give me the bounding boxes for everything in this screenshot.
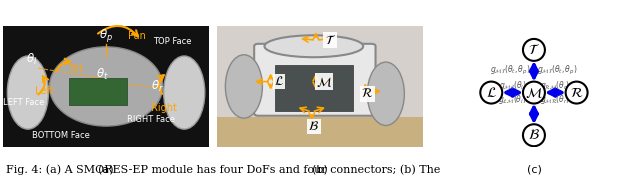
Circle shape xyxy=(523,39,545,61)
Text: $\theta_r$: $\theta_r$ xyxy=(151,79,164,94)
Text: RIGHT Face: RIGHT Face xyxy=(127,115,175,124)
Text: Left: Left xyxy=(35,86,54,96)
Text: $\mathcal{B}$: $\mathcal{B}$ xyxy=(308,120,319,133)
Text: Fig. 4: (a) A SMORES-EP module has four DoFs and four connectors; (b) The: Fig. 4: (a) A SMORES-EP module has four … xyxy=(6,164,441,175)
Text: Right: Right xyxy=(150,103,177,113)
Circle shape xyxy=(523,124,545,146)
Text: Tilt: Tilt xyxy=(68,64,83,74)
Text: (b): (b) xyxy=(312,164,328,174)
Text: $\theta_t$: $\theta_t$ xyxy=(95,67,108,82)
Bar xyxy=(217,26,423,117)
Text: $g_{\mathcal{MT}}(\theta_t, \theta_p)$: $g_{\mathcal{MT}}(\theta_t, \theta_p)$ xyxy=(537,64,577,77)
Text: $\theta_p$: $\theta_p$ xyxy=(99,27,113,44)
Text: $\mathcal{R}$: $\mathcal{R}$ xyxy=(570,86,583,100)
Text: BOTTOM Face: BOTTOM Face xyxy=(32,131,90,140)
Text: $\mathcal{L}$: $\mathcal{L}$ xyxy=(486,86,497,100)
Text: LEFT Face: LEFT Face xyxy=(3,98,44,107)
Circle shape xyxy=(523,82,545,104)
Text: TOP Face: TOP Face xyxy=(152,37,191,46)
Text: $g_{\mathcal{MC}}(\theta_l)$: $g_{\mathcal{MC}}(\theta_l)$ xyxy=(499,79,527,92)
Ellipse shape xyxy=(49,47,163,126)
Text: $g_{\mathcal{LM}}(\theta_l)$: $g_{\mathcal{LM}}(\theta_l)$ xyxy=(499,93,527,106)
Bar xyxy=(275,64,353,111)
FancyBboxPatch shape xyxy=(254,44,376,116)
Text: $\mathcal{T}$: $\mathcal{T}$ xyxy=(528,43,540,57)
Ellipse shape xyxy=(225,55,262,118)
Text: Pan: Pan xyxy=(128,32,146,42)
Text: $g_{\mathcal{MR}}(\theta_r)$: $g_{\mathcal{MR}}(\theta_r)$ xyxy=(540,93,570,106)
Text: $\theta_l$: $\theta_l$ xyxy=(26,52,38,67)
Text: (a): (a) xyxy=(99,164,114,174)
Text: $\mathcal{R}$: $\mathcal{R}$ xyxy=(361,87,373,100)
Bar xyxy=(217,117,423,147)
Text: $\mathcal{B}$: $\mathcal{B}$ xyxy=(528,128,540,142)
Text: $\mathcal{L}$: $\mathcal{L}$ xyxy=(274,75,284,88)
Text: $\mathcal{M}$: $\mathcal{M}$ xyxy=(316,75,332,89)
Circle shape xyxy=(480,82,502,104)
Ellipse shape xyxy=(7,56,49,129)
Text: $\mathcal{T}$: $\mathcal{T}$ xyxy=(324,34,336,47)
Ellipse shape xyxy=(367,62,404,125)
Text: $\mathcal{M}$: $\mathcal{M}$ xyxy=(525,86,543,100)
Bar xyxy=(69,78,127,105)
Ellipse shape xyxy=(264,35,364,57)
Text: (c): (c) xyxy=(527,164,541,174)
Ellipse shape xyxy=(164,56,205,129)
Text: $g_{\mathcal{MT}}(\theta_t, \theta_p)$: $g_{\mathcal{MT}}(\theta_t, \theta_p)$ xyxy=(490,64,531,77)
Circle shape xyxy=(566,82,588,104)
Text: $g_{\mathcal{RM}}(\theta_r)$: $g_{\mathcal{RM}}(\theta_r)$ xyxy=(540,79,570,92)
